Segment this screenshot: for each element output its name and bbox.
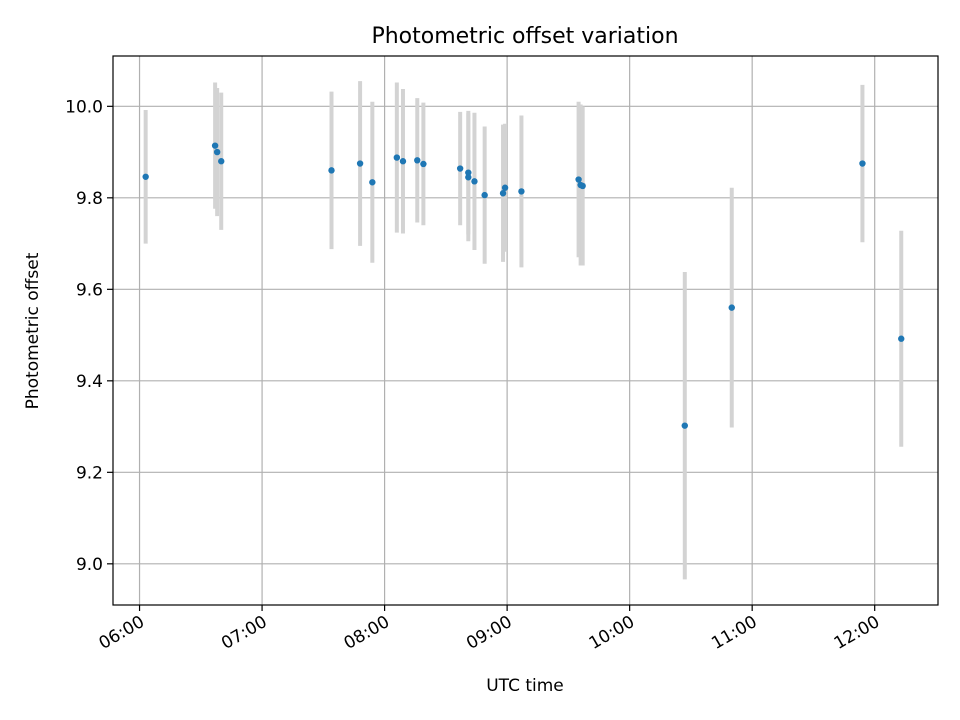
x-tick-label: 06:00 (96, 612, 148, 654)
grid-lines (113, 56, 938, 605)
data-point (575, 176, 582, 183)
chart-title: Photometric offset variation (371, 24, 678, 49)
data-point (518, 188, 525, 195)
y-tick-label: 9.2 (76, 463, 103, 483)
data-point (898, 335, 905, 342)
x-axis-ticks: 06:00 07:00 08:00 09:00 10:00 11:00 12:00 (96, 605, 883, 654)
x-tick-label: 10:00 (586, 612, 638, 654)
data-points (142, 142, 905, 429)
x-tick-label: 12:00 (831, 612, 883, 654)
data-point (414, 157, 421, 164)
data-point (420, 160, 427, 168)
data-point (369, 179, 376, 186)
data-point (499, 190, 507, 197)
data-point (356, 160, 364, 167)
data-point (456, 165, 464, 172)
data-point (465, 174, 472, 181)
data-point (211, 142, 219, 149)
data-point (579, 182, 586, 190)
y-tick-label: 9.6 (76, 280, 103, 300)
plot-frame (112, 55, 939, 606)
data-point (481, 191, 488, 199)
data-point (681, 422, 688, 429)
y-axis-label: Photometric offset (23, 252, 43, 409)
x-tick-label: 09:00 (463, 612, 515, 654)
data-point (393, 154, 401, 161)
data-point (501, 184, 509, 191)
data-point (471, 178, 478, 185)
data-point (218, 158, 225, 165)
data-point (465, 169, 472, 176)
data-point (399, 158, 407, 165)
y-tick-label: 10.0 (65, 97, 103, 117)
x-tick-label: 07:00 (218, 612, 270, 654)
x-tick-label: 11:00 (708, 612, 760, 654)
data-point (859, 160, 866, 167)
y-axis-ticks: 9.0 9.2 9.4 9.6 9.8 10.0 (65, 97, 113, 575)
data-point (728, 304, 735, 311)
y-tick-label: 9.4 (76, 372, 103, 392)
y-tick-label: 9.8 (76, 189, 103, 209)
y-tick-label: 9.0 (76, 555, 103, 575)
error-bars (143, 81, 904, 580)
x-axis-label: UTC time (486, 676, 564, 696)
data-point (213, 148, 221, 156)
x-tick-label: 08:00 (341, 612, 393, 654)
data-point (142, 173, 149, 180)
data-point (328, 167, 335, 174)
